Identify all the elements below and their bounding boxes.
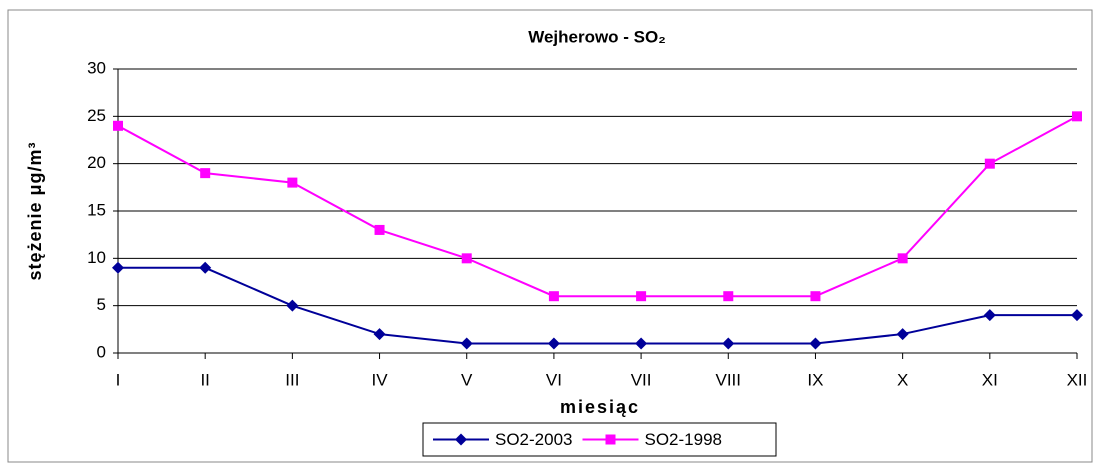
series-line xyxy=(117,115,1078,298)
x-tick-label: XI xyxy=(982,370,998,389)
point xyxy=(113,120,123,131)
point xyxy=(809,337,822,350)
point xyxy=(286,299,299,312)
series-line xyxy=(118,266,1077,345)
point xyxy=(897,253,908,264)
point xyxy=(455,433,467,446)
y-tick-label: 0 xyxy=(97,342,106,361)
x-tick-label: VII xyxy=(631,370,652,389)
x-tick-label: X xyxy=(897,370,908,389)
point xyxy=(287,177,298,188)
point xyxy=(374,224,385,235)
x-tick-label: VI xyxy=(546,370,562,389)
point xyxy=(605,434,616,445)
point xyxy=(547,337,560,350)
point xyxy=(984,158,995,169)
y-tick-label: 15 xyxy=(87,200,106,219)
x-tick-label: II xyxy=(200,370,209,389)
point xyxy=(983,309,996,322)
y-tick-label: 10 xyxy=(87,248,106,267)
point xyxy=(810,291,821,302)
point xyxy=(373,328,386,341)
legend-label: SO2-2003 xyxy=(495,430,573,449)
chart-border xyxy=(7,9,1093,463)
point xyxy=(112,261,124,274)
x-axis-label: miesiąc xyxy=(560,397,640,417)
y-tick-label: 25 xyxy=(87,106,106,125)
point xyxy=(1071,309,1083,322)
point xyxy=(896,328,909,341)
x-tick-label: I xyxy=(116,370,121,389)
y-axis-label: stężenie μg/m³ xyxy=(25,141,45,280)
point xyxy=(200,168,211,179)
x-tick-label: XII xyxy=(1067,370,1088,389)
point xyxy=(722,337,735,350)
x-tick-label: III xyxy=(285,370,299,389)
x-tick-label: IX xyxy=(807,370,823,389)
y-tick-label: 20 xyxy=(87,153,106,172)
point xyxy=(548,291,559,302)
legend-label: SO2-1998 xyxy=(645,430,723,449)
y-tick-label: 30 xyxy=(87,58,106,77)
point xyxy=(460,337,473,350)
point xyxy=(199,261,212,274)
point xyxy=(1072,111,1082,122)
chart-title: Wejherowo - SO₂ xyxy=(528,27,666,46)
point xyxy=(635,337,648,350)
x-tick-label: VIII xyxy=(716,370,742,389)
point xyxy=(636,291,647,302)
y-tick-label: 5 xyxy=(97,295,106,314)
point xyxy=(723,291,734,302)
x-tick-label: V xyxy=(461,370,473,389)
x-tick-label: IV xyxy=(372,370,389,389)
point xyxy=(461,253,472,264)
